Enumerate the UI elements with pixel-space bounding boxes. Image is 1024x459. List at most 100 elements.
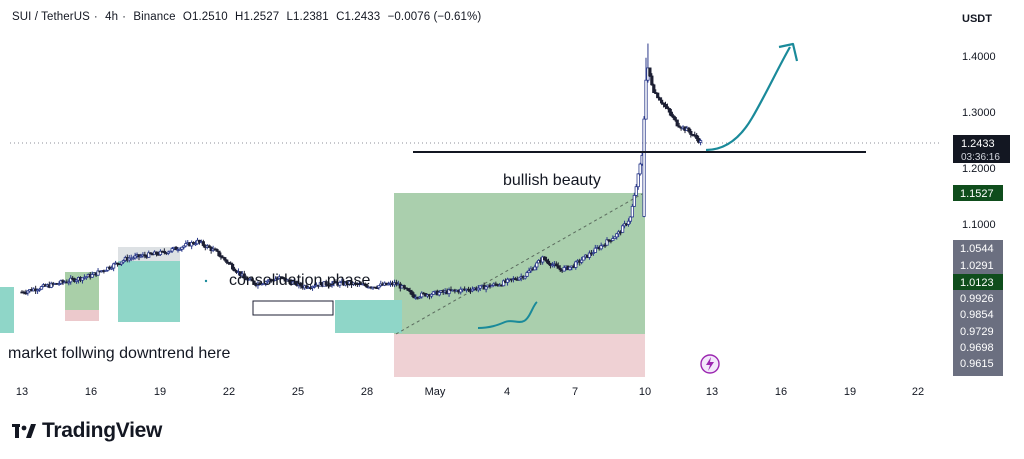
x-tick: 22 [912, 386, 924, 398]
candle-body [139, 255, 143, 258]
candle-body [630, 205, 634, 218]
annotation-downtrend: market follwing downtrend here [8, 345, 230, 362]
candle-body [502, 280, 506, 287]
time-axis[interactable]: 13 16 19 22 25 28 May 4 7 10 13 16 19 22 [16, 386, 924, 398]
price-tag-text: 0.9926 [960, 293, 994, 305]
candle-body [104, 269, 108, 272]
candle-body [517, 277, 521, 281]
candle-body [505, 278, 510, 283]
projection-arrowhead [778, 42, 799, 62]
candle-body [593, 247, 597, 253]
currency-label[interactable]: USDT [962, 13, 992, 25]
candle-body [667, 108, 672, 113]
candle-body [80, 277, 85, 281]
candle-body [39, 286, 44, 290]
symbol-header: SUI / TetherUS · 4h · Binance O1.2510 H1.2… [12, 11, 482, 23]
x-tick: 19 [154, 386, 166, 398]
candle-body [287, 279, 291, 282]
x-tick: 13 [706, 386, 718, 398]
candle-body [671, 115, 675, 118]
bearish-zone [394, 334, 645, 377]
bullish-zone [394, 193, 645, 334]
price-tag-text: 1.1527 [960, 188, 994, 200]
dot-marker [204, 279, 208, 283]
candle-body [470, 288, 475, 292]
candle-body [490, 285, 494, 288]
brand-logo[interactable]: TradingView [12, 419, 162, 443]
candle-body [431, 291, 436, 295]
candle-body [394, 282, 399, 285]
candle-body [131, 257, 135, 260]
x-tick: 7 [572, 386, 578, 398]
candle-body [291, 281, 295, 285]
candle-body [673, 117, 677, 121]
candle-body [650, 75, 654, 86]
candle-body [147, 252, 151, 258]
candle-body [330, 282, 334, 286]
candle-body [119, 261, 124, 265]
price-change: −0.0076 (−0.61%) [387, 11, 482, 23]
candle-body [57, 283, 61, 285]
y-tick: 1.2000 [962, 163, 996, 175]
ohlc-low: L1.2381 [286, 11, 329, 23]
lightning-icon[interactable] [700, 354, 720, 374]
candle-body [312, 285, 317, 288]
candle-body [182, 245, 186, 248]
candle-body [230, 263, 235, 270]
candle-body [642, 118, 646, 217]
interval: 4h [105, 11, 119, 23]
trend-dashed-line [395, 193, 643, 335]
candles-group [20, 43, 703, 300]
candle-body [334, 281, 338, 284]
candle-body [484, 286, 488, 290]
candle-body [180, 246, 184, 250]
candle-body [523, 275, 527, 279]
candle-body [663, 103, 668, 108]
annotation-bullish: bullish beauty [503, 172, 601, 189]
candle-body [90, 274, 94, 278]
candle-body [638, 163, 642, 175]
candle-body [406, 288, 410, 291]
candle-body [223, 257, 227, 261]
candle-body [652, 84, 656, 93]
candle-body [582, 256, 586, 261]
candle-body [437, 291, 441, 296]
candle-body [648, 67, 652, 77]
candle-body [193, 243, 198, 246]
candle-body [611, 238, 615, 241]
candle-body [543, 256, 547, 261]
candle-body [574, 261, 578, 268]
candle-body [299, 282, 303, 287]
candle-body [67, 281, 71, 284]
candle-body [121, 260, 125, 263]
candle-body [533, 266, 537, 271]
candle-body [244, 277, 248, 281]
x-tick: May [425, 386, 446, 398]
candle-body [217, 250, 221, 257]
candle-body [658, 97, 662, 101]
candle-body [215, 249, 219, 252]
candle-body [687, 127, 691, 132]
price-tag-text: 0.9615 [960, 358, 994, 370]
ohlc-open: O1.2510 [182, 11, 228, 23]
zone-red-small [65, 310, 99, 321]
candle-body [429, 293, 434, 297]
candle-body [402, 285, 406, 289]
ohlc-close: C1.2433 [336, 11, 381, 23]
candle-body [661, 102, 666, 105]
exchange: Binance [133, 11, 176, 23]
price-tag-stack [953, 240, 1003, 376]
zone-teal-left [0, 287, 14, 333]
price-tag-text: 0.9698 [960, 342, 994, 354]
x-tick: 16 [775, 386, 787, 398]
candle-body [264, 281, 268, 284]
candle-body [96, 270, 100, 276]
candle-body [628, 216, 633, 222]
candle-body [324, 281, 328, 286]
y-tick: 1.3000 [962, 107, 996, 119]
last-price-value: 1.2433 [961, 138, 995, 150]
price-scale[interactable]: 1.4000 1.3000 1.2000 1.1000 1.2433 03:36… [940, 0, 1024, 400]
candle-body [266, 280, 270, 283]
candle-body [558, 267, 562, 271]
